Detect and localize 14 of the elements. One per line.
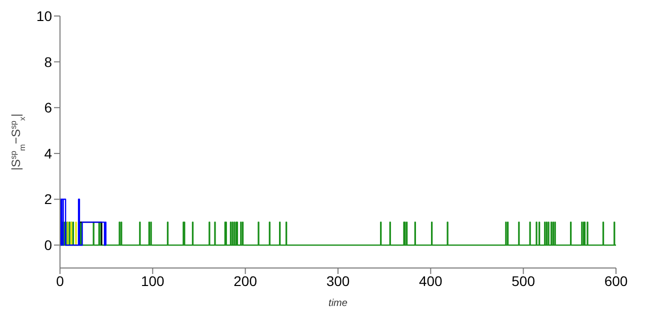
- x-tick-label: 100: [140, 272, 165, 289]
- y-tick-label: 6: [44, 100, 52, 116]
- y-tick-label: 0: [44, 237, 52, 254]
- x-tick-label: 400: [418, 272, 443, 289]
- x-tick-label: 300: [326, 272, 350, 289]
- x-tick-label: 500: [512, 272, 536, 289]
- y-tick-label: 4: [44, 145, 52, 162]
- y-tick-label: 2: [44, 191, 52, 208]
- x-tick-label: 600: [604, 272, 628, 289]
- x-tick-label: 200: [234, 272, 258, 289]
- y-tick-label: 8: [44, 54, 52, 70]
- x-axis-title: time: [328, 298, 348, 309]
- y-tick-label: 10: [36, 8, 52, 24]
- x-tick-label: 0: [56, 272, 64, 289]
